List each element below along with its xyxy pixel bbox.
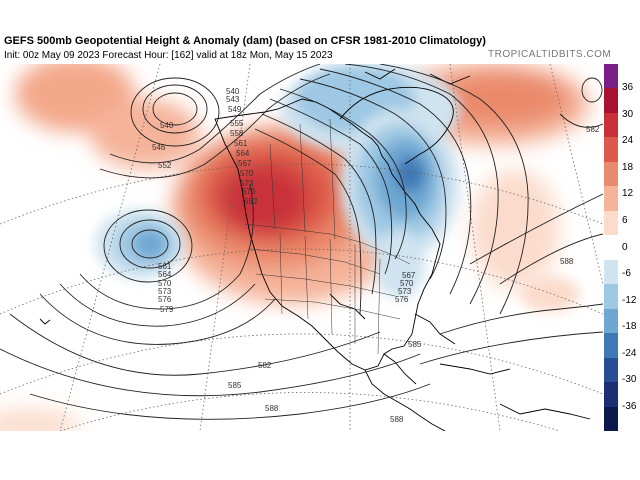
map-subtitle: Init: 00z May 09 2023 Forecast Hour: [16…	[4, 50, 333, 61]
contour-label: 576	[395, 295, 409, 304]
contour-label: 570	[158, 279, 172, 288]
colorbar-swatch	[604, 284, 618, 310]
contour-label: 567	[238, 159, 252, 168]
colorbar-tick-label: 30	[622, 108, 634, 120]
height-contours	[0, 64, 603, 420]
colorbar-swatch	[604, 137, 618, 163]
contour-label: 543	[226, 95, 240, 104]
contour-label: 585	[228, 381, 242, 390]
colorbar-tick-label: 0	[622, 241, 628, 253]
colorbar-tick-label: -30	[622, 374, 637, 386]
colorbar-swatch	[604, 406, 618, 432]
contour-label: 573	[158, 287, 172, 296]
colorbar-tick-label: 6	[622, 214, 628, 226]
colorbar-swatch	[604, 186, 618, 212]
colorbar-swatch	[604, 210, 618, 236]
contour-label: 573	[398, 287, 412, 296]
contour-label: 540	[160, 121, 174, 130]
colorbar-swatch	[604, 357, 618, 383]
colorbar-tick-label: -36	[622, 400, 637, 412]
colorbar-tick-label: -24	[622, 347, 637, 359]
contour-label: 573	[240, 179, 254, 188]
contour-label: 549	[228, 105, 242, 114]
colorbar-swatch	[604, 333, 618, 359]
contour-label: 582	[258, 361, 272, 370]
colorbar-tick-label: -12	[622, 294, 637, 306]
contour-label: 561	[234, 139, 248, 148]
colorbar-swatch	[604, 161, 618, 187]
colorbar-swatch	[604, 112, 618, 138]
contour-label: 579	[160, 305, 174, 314]
contour-label: 558	[230, 129, 244, 138]
contour-label: 555	[230, 119, 244, 128]
graticule	[0, 64, 603, 431]
contour-label: 588	[265, 404, 279, 413]
contour-label: 588	[560, 257, 574, 266]
anomaly-colorbar: 36 30 24 18 12 6 0 -6 -12 -18 -24 -30 -36	[604, 64, 640, 432]
contour-label: 570	[240, 169, 254, 178]
colorbar-swatch	[604, 308, 618, 334]
contour-label: 567	[402, 271, 416, 280]
height-anomaly-map: 540 546 552 540 543 549 555 558 561 564 …	[0, 64, 603, 431]
colorbar-tick-label: 24	[622, 135, 634, 147]
map-canvas: 540 546 552 540 543 549 555 558 561 564 …	[0, 64, 603, 431]
map-title: GEFS 500mb Geopotential Height & Anomaly…	[4, 35, 486, 47]
contour-label: 552	[158, 161, 172, 170]
colorbar-tick-label: 12	[622, 188, 634, 200]
colorbar-tick-label: -18	[622, 321, 637, 333]
contour-label: 582	[586, 125, 600, 134]
colorbar-swatch	[604, 88, 618, 114]
colorbar-tick-label: -6	[622, 268, 631, 279]
contour-label: 588	[390, 415, 404, 424]
contour-label: 585	[408, 340, 422, 349]
contour-label: 540	[226, 87, 240, 96]
colorbar-swatch	[604, 259, 618, 285]
contour-label: 576	[242, 187, 256, 196]
colorbar-tick-label: 18	[622, 161, 634, 173]
contour-label: 570	[400, 279, 414, 288]
colorbar-swatch	[604, 64, 618, 89]
contour-label: 564	[236, 149, 250, 158]
brand-watermark: TROPICALTIDBITS.COM	[488, 49, 612, 60]
contour-label: 546	[152, 143, 166, 152]
colorbar-swatch	[604, 382, 618, 408]
contour-label: 561	[158, 262, 172, 271]
contour-label: 576	[158, 295, 172, 304]
contour-labels: 540 546 552 540 543 549 555 558 561 564 …	[152, 87, 600, 424]
political-borders	[244, 118, 411, 355]
negative-anomaly-shading	[95, 64, 580, 312]
colorbar-tick-label: 36	[622, 82, 634, 94]
contour-label: 564	[158, 270, 172, 279]
contour-label: 582	[244, 197, 258, 206]
colorbar-swatch	[604, 235, 618, 261]
